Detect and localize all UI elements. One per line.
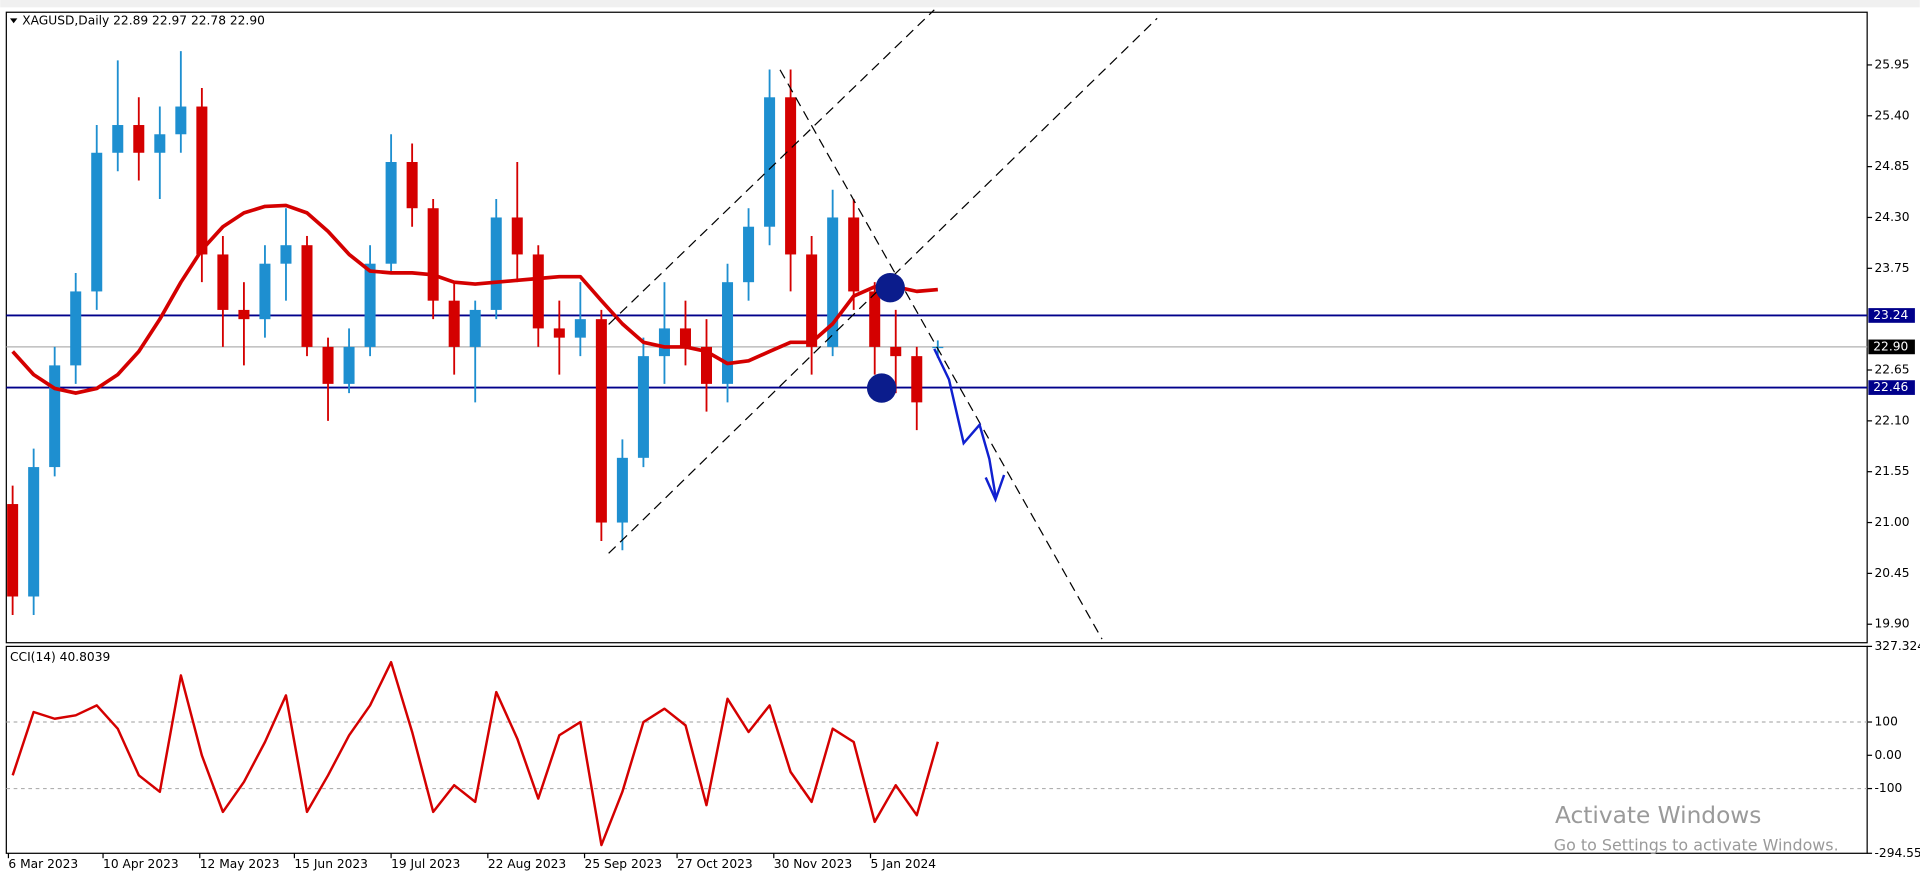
candle-body [911,356,923,403]
candle-body [616,457,628,523]
candle-body [301,245,313,347]
trend-line [608,9,935,325]
trend-line [779,69,1103,640]
chart-title: XAGUSD,Daily 22.89 22.97 22.78 22.90 [22,13,265,27]
x-tick-label: 15 Jun 2023 [294,857,368,871]
y-tick-label: 23.75 [1875,261,1910,275]
candle-body [364,263,376,347]
x-tick-label: 27 Oct 2023 [677,857,753,871]
cci-panel [5,645,1868,854]
candle-body [490,217,502,310]
y-tick-label: 22.65 [1875,363,1910,377]
candle-body [448,300,460,347]
candle-body [385,162,397,264]
candle-body [280,245,292,264]
price-level-box [1868,380,1915,395]
candle-body [7,504,19,597]
y-tick-label: 327.324 [1875,639,1920,653]
candle-body [511,217,523,255]
indicator-line [11,660,940,847]
price-level-box [1868,339,1915,355]
main-panel [5,11,1868,644]
candle-body [869,291,881,347]
candle-body [238,309,250,320]
candle-body [806,254,818,347]
candle-body [70,291,82,366]
y-tick-label: 24.85 [1875,159,1910,173]
y-tick-label: 0.00 [1875,748,1902,762]
candle-body [890,346,902,357]
forecast-arrow [933,348,997,497]
y-tick-label: 25.95 [1875,57,1910,71]
marker-circle [875,273,905,303]
user-drawings [608,9,1158,640]
candle-body [827,217,839,347]
moving-average [11,203,939,395]
candle-body [469,309,481,347]
candle-body [785,97,797,255]
candle-body [112,125,124,153]
x-tick-label: 5 Jan 2024 [871,857,937,871]
candle-body [743,226,755,283]
price-level-label: 22.90 [1873,339,1908,353]
x-tick-label: 25 Sep 2023 [585,857,663,871]
candle-body [722,282,734,384]
price-level-label: 23.24 [1873,308,1908,322]
price-level-label: 22.46 [1873,380,1908,394]
x-tick-label: 12 May 2023 [200,857,280,871]
watermark-subtitle: Go to Settings to activate Windows. [1554,835,1839,854]
candle-body [133,125,145,153]
candle-body [700,346,713,384]
candle-body [217,254,229,310]
x-tick-label: 22 Aug 2023 [488,857,566,871]
marker-circle [866,373,897,403]
y-tick-label: -294.557 [1875,846,1920,860]
candle-body [764,97,776,227]
candle-body [532,254,544,329]
y-tick-label: 24.30 [1875,210,1910,224]
x-tick-label: 30 Nov 2023 [774,857,852,871]
forecast-arrow-head [984,474,1006,503]
y-tick-label: 22.10 [1875,413,1910,427]
y-tick-label: 25.40 [1875,108,1910,122]
candle-body [175,106,187,135]
candle-body [406,162,418,209]
y-tick-label: 19.90 [1875,617,1910,631]
candle-body [574,319,586,338]
candle-body [259,263,271,320]
candle-body [28,467,40,597]
candle-body [343,346,355,384]
candle-body [49,365,61,468]
watermark-title: Activate Windows [1555,802,1761,829]
candle-body [679,328,691,347]
x-tick-label: 10 Apr 2023 [103,857,179,871]
candle-body [91,152,103,292]
y-tick-label: -100 [1875,781,1903,795]
candle-body [637,356,649,458]
candle-body [154,134,166,153]
y-tick-label: 100 [1875,715,1898,729]
indicator-title: CCI(14) 40.8039 [10,650,110,664]
y-tick-label: 21.55 [1875,464,1910,478]
toolbar-strip [0,0,1920,8]
x-tick-label: 6 Mar 2023 [8,857,78,871]
candle-body [322,346,334,384]
x-tick-label: 19 Jul 2023 [391,857,460,871]
y-tick-label: 21.00 [1875,515,1910,529]
y-tick-label: 20.45 [1875,566,1910,580]
candle-body [658,328,670,357]
candle-body [427,208,439,301]
candle-body [848,217,860,292]
price-level-box [1868,308,1915,323]
candle-body [595,319,607,523]
candle-body [553,328,565,338]
menu-arrow[interactable] [9,18,18,24]
candle-body [196,106,208,255]
